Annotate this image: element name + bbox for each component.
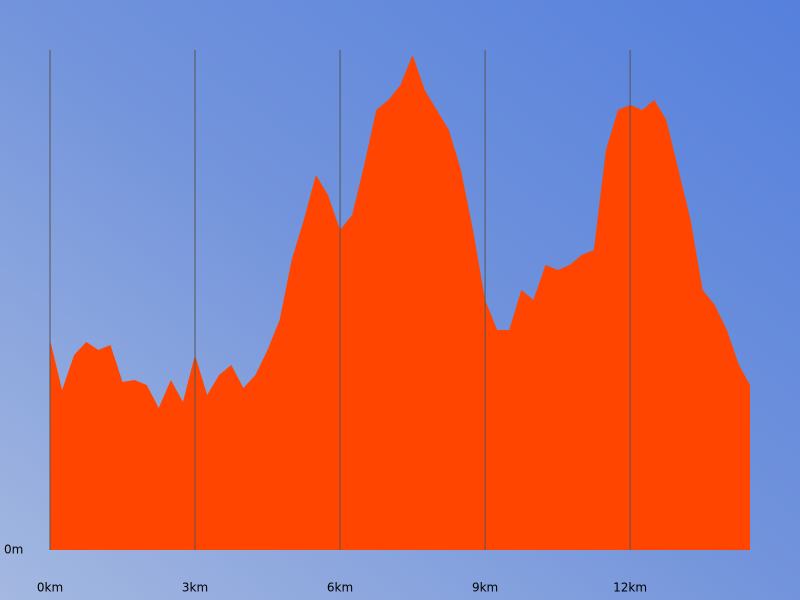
x-tick-label: 9km xyxy=(472,581,498,595)
elevation-area xyxy=(50,55,750,550)
x-tick-label: 12km xyxy=(613,581,647,595)
x-tick-label: 0km xyxy=(37,581,63,595)
y-tick-label: 0m xyxy=(4,543,23,557)
x-tick-label: 3km xyxy=(182,581,208,595)
x-tick-label: 6km xyxy=(327,581,353,595)
